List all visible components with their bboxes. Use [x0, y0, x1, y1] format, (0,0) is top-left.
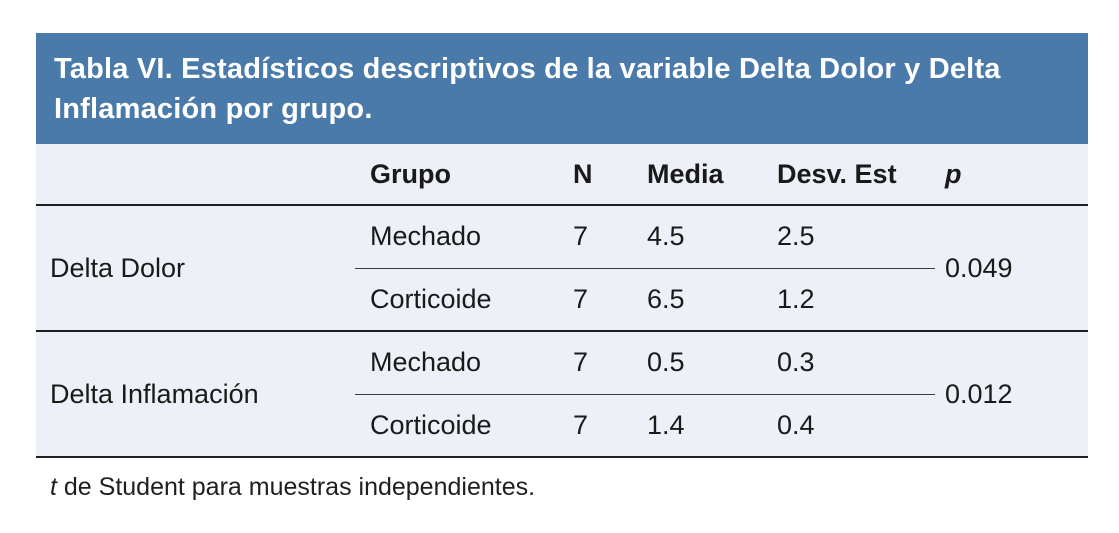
cell-n: 7	[555, 268, 630, 332]
table-row: Corticoide 7 1.4 0.4	[36, 394, 1088, 457]
footnote-text: de Student para muestras independientes.	[56, 473, 536, 501]
table-row: Delta Dolor Mechado 7 4.5 2.5 0.049	[36, 205, 1088, 332]
row-label-delta-inflamacion: Delta Inflamación	[50, 378, 259, 409]
column-header-n: N	[555, 144, 630, 206]
table-row: Corticoide 7 6.5 1.2	[36, 268, 1088, 332]
cell-desv-est: 0.4	[777, 409, 815, 440]
cell-n: 7	[555, 331, 630, 395]
cell-grupo: Corticoide	[355, 268, 555, 332]
cell-n: 7	[555, 205, 630, 269]
corner-cell	[36, 144, 355, 206]
cell-grupo: Mechado	[355, 331, 555, 395]
cell-media: 4.5	[630, 205, 765, 269]
cell-p-value-delta-inflamacion: 0.012	[945, 378, 1013, 409]
table-row: Delta Inflamación Mechado 7 0.5 0.3 0.01…	[36, 331, 1088, 409]
cell-grupo: Mechado	[355, 205, 555, 269]
row-label-delta-dolor: Delta Dolor	[36, 205, 355, 332]
table-title: Tabla VI. Estadísticos descriptivos de l…	[36, 33, 1088, 144]
column-header-grupo: Grupo	[355, 144, 555, 206]
cell-desv-est: 1.2	[765, 268, 935, 332]
cell-media: 6.5	[630, 268, 765, 332]
stats-table: Grupo N Media Desv. Est p Delta Dolor Me…	[36, 144, 1088, 458]
table-footnote: t de Student para muestras independiente…	[36, 473, 1088, 502]
column-header-desv-est: Desv. Est	[765, 144, 935, 206]
column-header-p: p	[935, 144, 1088, 206]
footnote-t: t	[50, 473, 57, 501]
cell-media: 0.5	[630, 331, 765, 395]
column-header-media: Media	[630, 144, 765, 206]
table-card: Tabla VI. Estadísticos descriptivos de l…	[36, 33, 1088, 502]
cell-p-value-delta-dolor: 0.049	[935, 205, 1088, 332]
cell-n: 7	[573, 409, 589, 440]
cell-media: 1.4	[647, 409, 685, 440]
cell-desv-est: 0.3	[765, 331, 935, 395]
header-row: Grupo N Media Desv. Est p	[36, 144, 1088, 206]
cell-grupo: Corticoide	[370, 409, 492, 440]
cell-desv-est: 2.5	[765, 205, 935, 269]
